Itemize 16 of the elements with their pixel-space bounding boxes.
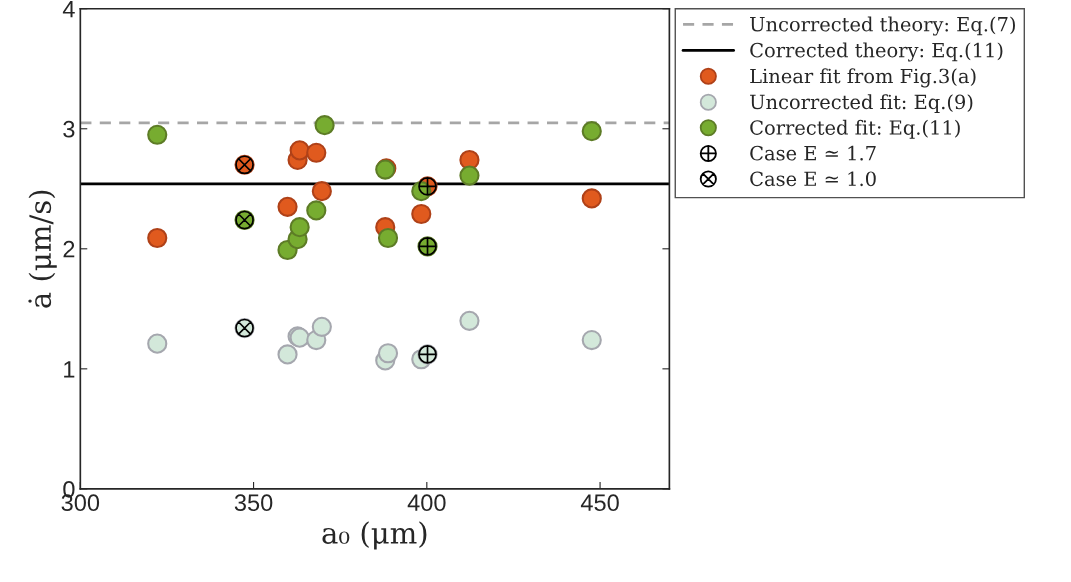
x-tick-label: 450 [580, 494, 619, 512]
y-tick-label: 3 [63, 120, 75, 138]
legend-label: Case E ≃ 1.7 [750, 145, 876, 161]
legend-label: Case E ≃ 1.0 [750, 171, 876, 187]
legend-label: Linear fit from Fig.3(a) [750, 68, 976, 88]
x-tick-label: 350 [234, 494, 273, 512]
y-axis-title: ȧ (μm/s) [28, 190, 57, 308]
y-tick-label: 1 [64, 361, 75, 378]
y-tick-label: 4 [62, 1, 75, 18]
x-tick-label: 400 [407, 494, 446, 512]
legend-label: Uncorrected fit: Eq.(9) [750, 94, 973, 114]
y-tick-label: 2 [63, 240, 75, 258]
legend-label: Corrected fit: Eq.(11) [750, 119, 960, 139]
legend-label: Corrected theory: Eq.(11) [750, 42, 1003, 62]
legend-label: Uncorrected theory: Eq.(7) [750, 16, 1015, 36]
x-axis-title: a₀ (μm) [322, 521, 427, 550]
